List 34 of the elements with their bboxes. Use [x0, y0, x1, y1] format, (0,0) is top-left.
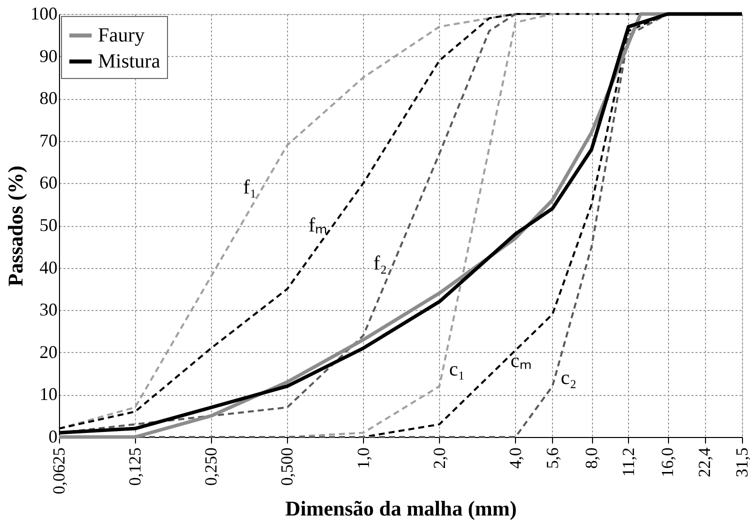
x-tick-label: 0,500 — [278, 448, 297, 486]
legend-label: Mistura — [98, 50, 160, 72]
x-tick-label: 0,0625 — [50, 448, 68, 494]
x-tick-label: 0,250 — [202, 448, 221, 486]
annotation: f₁ — [243, 176, 257, 198]
y-axis-title: Passados (%) — [4, 166, 28, 286]
y-tick-label: 100 — [30, 4, 58, 24]
annotation: fₘ — [308, 214, 328, 236]
y-tick-label: 30 — [40, 300, 58, 320]
x-tick-label: 4,0 — [506, 448, 525, 469]
x-tick-label: 0,125 — [126, 448, 145, 486]
x-tick-label: 1,0 — [354, 448, 373, 469]
x-axis-title: Dimensão da malha (mm) — [285, 496, 517, 520]
x-tick-label: 11,2 — [619, 448, 638, 477]
annotation: cₘ — [510, 350, 532, 372]
annotation: c₁ — [449, 358, 466, 380]
x-tick-label: 2,0 — [430, 448, 449, 469]
x-tick-label: 5,6 — [542, 448, 562, 469]
y-tick-label: 50 — [40, 215, 58, 235]
y-tick-label: 0 — [48, 426, 58, 446]
x-tick-label: 16,0 — [658, 448, 678, 478]
annotation: f₂ — [373, 252, 387, 275]
y-tick-label: 40 — [40, 257, 58, 278]
x-tick-label: 22,4 — [695, 447, 714, 478]
annotation: c₂ — [560, 366, 577, 389]
y-tick-label: 80 — [40, 88, 58, 108]
legend-label: Faury — [98, 24, 145, 46]
x-tick-label: 8,0 — [582, 448, 602, 469]
y-tick-label: 20 — [40, 342, 58, 362]
y-tick-label: 10 — [40, 384, 58, 404]
y-tick-label: 60 — [40, 172, 58, 193]
x-tick-label: 31,5 — [732, 448, 752, 478]
y-tick-label: 70 — [40, 130, 58, 150]
y-tick-label: 90 — [40, 46, 58, 66]
